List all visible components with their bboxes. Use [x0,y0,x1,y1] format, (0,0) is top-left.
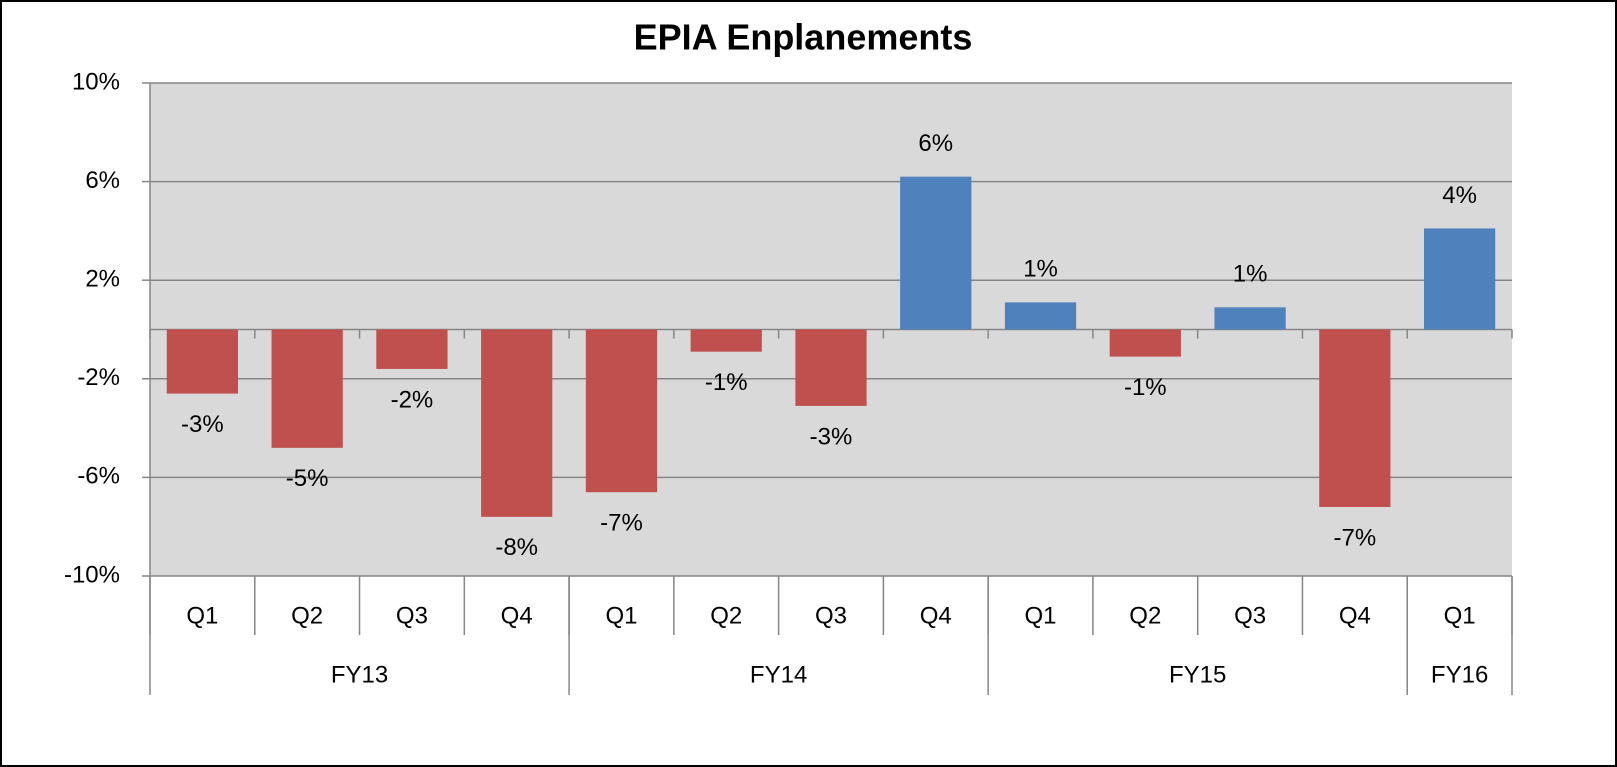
data-label: 4% [1442,182,1477,209]
bar [1109,329,1181,357]
y-tick-label: 10% [72,68,120,95]
bar [1423,228,1496,330]
data-label: -8% [495,534,538,561]
data-label: -1% [705,369,748,396]
bar [481,329,553,517]
x-tick-label: Q3 [396,602,428,629]
data-label: -7% [600,510,643,537]
data-label: -5% [286,465,329,492]
data-label: 6% [918,130,953,157]
data-label: -3% [810,423,853,450]
data-label: -3% [181,411,224,438]
x-tick-label: Q3 [815,602,847,629]
group-label: FY14 [750,661,807,688]
y-tick-label: -2% [77,364,120,391]
x-tick-label: Q2 [291,602,323,629]
bar [376,329,448,369]
x-tick-label: Q2 [1129,602,1161,629]
bar [900,176,972,330]
x-tick-label: Q1 [1025,602,1057,629]
bar [690,329,762,352]
x-tick-label: Q1 [186,602,218,629]
y-tick-label: 2% [85,266,120,293]
x-tick-label: Q2 [710,602,742,629]
x-tick-label: Q1 [605,602,637,629]
group-label: FY15 [1169,661,1226,688]
data-label: 1% [1233,261,1268,288]
bar [1319,329,1391,507]
x-tick-label: Q4 [1339,602,1371,629]
bar [271,329,343,448]
chart-title: EPIA Enplanements [634,17,973,58]
y-tick-label: 6% [85,167,120,194]
data-label: 1% [1023,256,1058,283]
bar [585,329,658,493]
x-tick-label: Q3 [1234,602,1266,629]
data-label: -7% [1334,524,1377,551]
bar [1214,307,1286,330]
y-tick-label: -10% [64,561,120,588]
data-label: -2% [391,386,434,413]
x-tick-label: Q4 [501,602,533,629]
data-label: -1% [1124,374,1167,401]
bar [1004,302,1077,330]
y-tick-label: -6% [77,463,120,490]
group-label: FY16 [1431,661,1488,688]
bar [795,329,867,406]
bar [166,329,239,394]
x-tick-label: Q4 [920,602,952,629]
x-tick-label: Q1 [1444,602,1476,629]
group-label: FY13 [331,661,388,688]
